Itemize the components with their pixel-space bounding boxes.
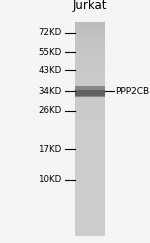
Bar bbox=[75, 225, 105, 230]
Bar bbox=[75, 209, 105, 214]
Bar bbox=[75, 145, 105, 150]
Bar bbox=[75, 118, 105, 123]
Bar bbox=[75, 134, 105, 139]
Bar bbox=[75, 49, 105, 54]
Bar bbox=[75, 113, 105, 118]
Bar bbox=[75, 172, 105, 177]
Bar bbox=[75, 188, 105, 193]
Bar bbox=[75, 90, 105, 96]
Text: 17KD: 17KD bbox=[38, 145, 62, 154]
Bar bbox=[75, 161, 105, 166]
Bar bbox=[75, 193, 105, 198]
Bar bbox=[75, 54, 105, 59]
Text: Jurkat: Jurkat bbox=[73, 0, 107, 12]
Bar bbox=[75, 43, 105, 49]
Text: 43KD: 43KD bbox=[38, 66, 62, 75]
Bar bbox=[75, 107, 105, 113]
Text: PPP2CB: PPP2CB bbox=[116, 87, 150, 96]
Bar bbox=[75, 38, 105, 43]
Bar bbox=[75, 150, 105, 156]
Bar bbox=[75, 156, 105, 161]
Bar bbox=[75, 33, 105, 38]
Bar bbox=[75, 22, 105, 236]
Bar bbox=[75, 70, 105, 75]
Text: 72KD: 72KD bbox=[38, 28, 62, 37]
Bar bbox=[75, 166, 105, 172]
Bar bbox=[75, 27, 105, 33]
Text: 10KD: 10KD bbox=[38, 175, 62, 184]
Bar bbox=[75, 139, 105, 145]
Bar bbox=[75, 220, 105, 225]
Text: 34KD: 34KD bbox=[38, 87, 62, 96]
Bar bbox=[75, 182, 105, 188]
Bar bbox=[75, 214, 105, 220]
Bar bbox=[75, 177, 105, 182]
Bar bbox=[75, 97, 105, 102]
Bar bbox=[75, 65, 105, 70]
Bar bbox=[75, 91, 105, 97]
Bar bbox=[75, 59, 105, 65]
Bar bbox=[75, 81, 105, 86]
Bar bbox=[75, 230, 105, 236]
Bar bbox=[75, 198, 105, 204]
Bar bbox=[75, 204, 105, 209]
Bar bbox=[75, 129, 105, 134]
Bar bbox=[75, 86, 105, 96]
Bar bbox=[75, 123, 105, 129]
Text: 26KD: 26KD bbox=[38, 106, 62, 115]
Bar bbox=[75, 86, 105, 91]
Bar bbox=[75, 75, 105, 81]
Bar bbox=[75, 22, 105, 27]
Text: 55KD: 55KD bbox=[38, 48, 62, 57]
Bar bbox=[75, 102, 105, 107]
